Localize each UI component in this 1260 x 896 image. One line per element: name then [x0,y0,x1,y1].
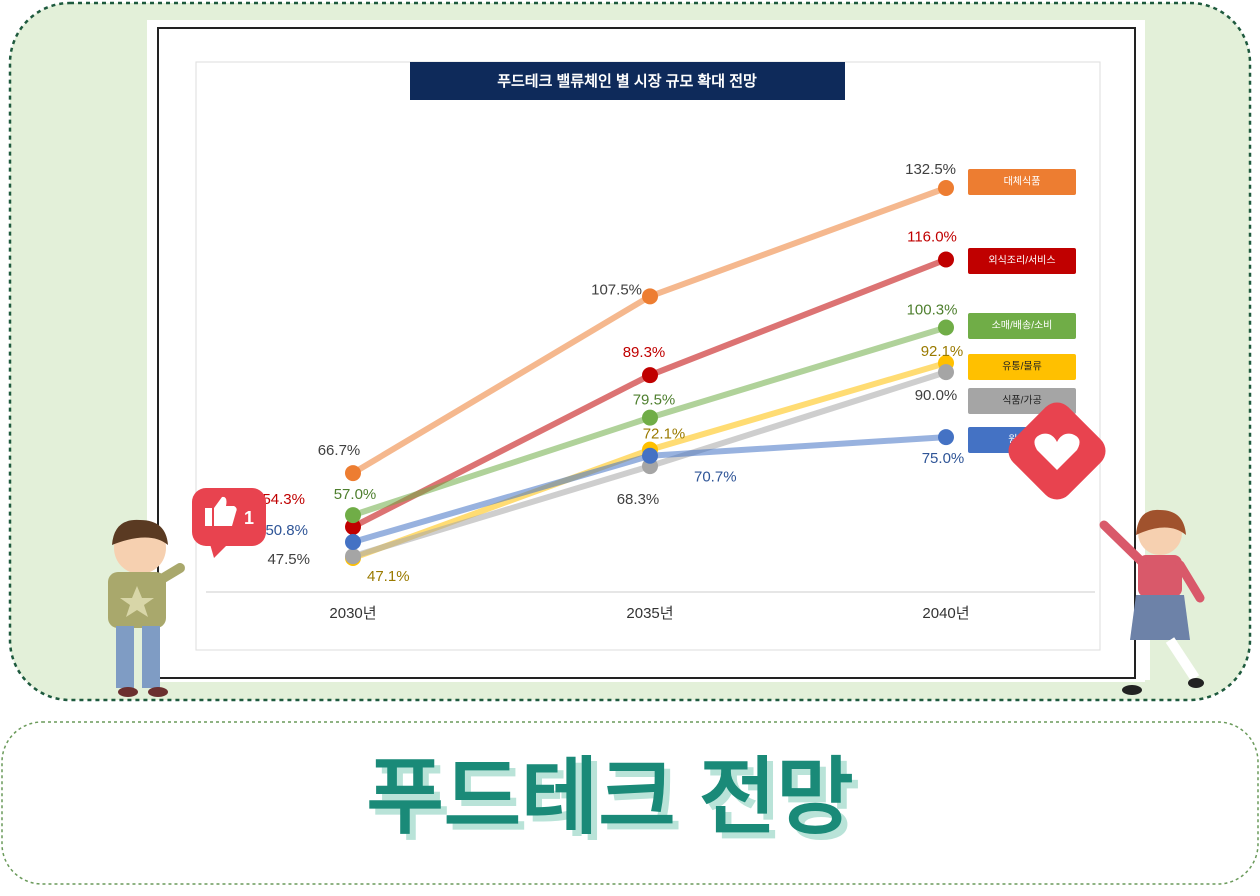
data-label: 47.5% [267,551,310,568]
point [938,429,954,446]
data-label: 100.3% [907,301,958,318]
point [345,518,361,535]
data-label: 89.3% [623,344,666,361]
legend-swatch [968,313,1076,339]
point [642,447,658,464]
point [938,180,954,196]
data-label: 116.0% [907,228,957,245]
caption: 푸드테크 전망 [366,750,853,844]
data-label: 54.3% [262,491,305,508]
chart-card [147,20,1145,682]
point [642,367,658,384]
legend-swatch [968,248,1076,274]
data-label: 47.1% [367,568,410,585]
boy-illustration [108,519,185,697]
point [642,409,658,426]
point [345,533,361,550]
heart-icon [1008,402,1106,500]
legend-swatch [968,169,1076,195]
x-tick-label: 2030년 [329,605,376,622]
legend-label: 대체식품 [1004,176,1041,188]
data-label: 90.0% [915,387,958,404]
data-label: 50.8% [265,522,308,539]
legend-label: 외식조리/서비스 [988,255,1055,267]
x-tick-label: 2040년 [922,605,969,622]
chart-frame [157,27,1136,679]
x-tick-label: 2035년 [626,605,673,622]
point [345,548,361,565]
legend-swatch [968,354,1076,380]
point [345,507,361,524]
legend-label: 식품/가공 [1002,395,1042,407]
like-count: 1 [244,508,254,528]
caption-box [1,721,1259,885]
data-label: 132.5% [905,161,956,178]
point [938,251,954,268]
data-label: 79.5% [633,392,676,409]
point [938,364,954,381]
girl-illustration [1099,509,1205,695]
title-box [410,62,845,100]
caption-shadow: 푸드테크 전망 [372,756,859,850]
point [642,288,658,305]
data-label: 72.1% [643,426,686,443]
data-label: 92.1% [921,343,964,360]
data-label: 57.0% [334,486,377,503]
data-label: 107.5% [591,281,642,298]
data-label: 70.7% [694,469,737,486]
chart-title: 푸드테크 밸류체인 별 시장 규모 확대 전망 [497,72,757,90]
data-label: 68.3% [617,491,660,508]
legend-label: 소매/배송/소비 [992,320,1053,332]
point [938,319,954,336]
point [345,465,361,482]
like-icon: 1 [192,488,266,558]
data-label: 66.7% [318,442,361,459]
plot: 2030년 2035년 2040년 66.7% 107.5% 132.5% 대체식품 54.3… [262,161,1076,622]
legend-label: 유통/물류 [1002,361,1042,373]
data-label: 75.0% [922,450,965,467]
